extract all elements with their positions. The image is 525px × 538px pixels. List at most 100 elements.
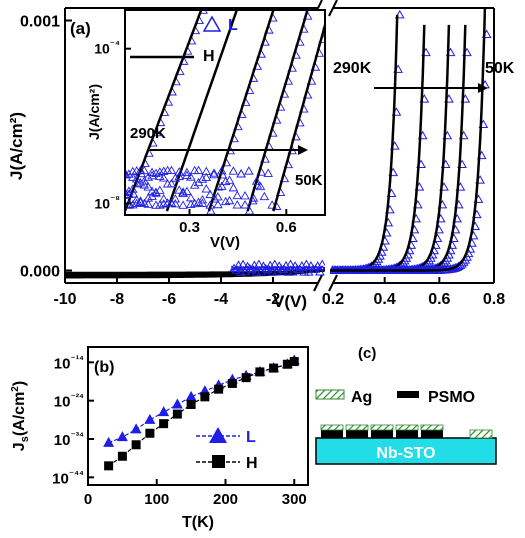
- inset-L-floor-point: [236, 169, 246, 178]
- inset-L-floor-point: [232, 190, 243, 200]
- inset-y-tick-label: 10⁻⁴: [94, 40, 120, 57]
- b-point-L: [158, 406, 170, 417]
- inset-L-floor-point: [155, 167, 165, 176]
- panel-a-x-ticks: -10 -8 -6 -4 -2 0.2 0.4 0.6 0.8: [53, 277, 505, 308]
- legend-ag-label: Ag: [351, 389, 372, 406]
- inset-L-floor-point: [166, 178, 177, 188]
- b-y-tick-label: 10⁻³⁴: [54, 431, 84, 449]
- inset-L-floor-point: [240, 200, 250, 209]
- panel-b-series: [103, 354, 300, 471]
- y-tick-label: 0.000: [20, 264, 60, 281]
- panel-a-inset: 0.3 0.6 10⁻⁴ 10⁻⁸ V(V) J(A/cm²) L H 290K 50…: [86, 0, 326, 251]
- inset-L-floor-point: [220, 196, 231, 206]
- inset-y-label: J(A/cm²): [86, 84, 102, 140]
- legend-psmo-swatch: [397, 391, 419, 398]
- panel-a-reverse-L-point: [254, 259, 264, 269]
- inset-L-floor-point: [125, 170, 130, 179]
- inset-legend: L H: [130, 15, 238, 65]
- b-series-line-H: [108, 361, 295, 467]
- inset-L-floor-point: [131, 198, 142, 207]
- b-point-H: [269, 363, 279, 373]
- inset-L-floor-point: [189, 165, 200, 175]
- panel-a-reverse-L-point: [315, 267, 325, 276]
- inset-L-floor-point: [186, 172, 196, 181]
- inset-L-floor-point: [209, 169, 219, 179]
- b-y-tick-label: 10⁻²⁴: [54, 393, 84, 411]
- inset-L-floor-point: [147, 167, 157, 176]
- panel-a-forward-H: [330, 8, 487, 272]
- b-x-tick-label: 100: [144, 491, 169, 508]
- inset-L-floor-point: [158, 173, 169, 182]
- inset-L-floor-point: [139, 180, 150, 189]
- legend-H-marker: [212, 455, 225, 468]
- x-tick-label: 0.8: [483, 291, 505, 308]
- inset-L-floor-point: [135, 196, 146, 205]
- panel-c: (c) Ag PSMO Nb-STO: [315, 345, 497, 465]
- panel-a-temp-arrowhead: [478, 83, 488, 93]
- b-point-H: [282, 359, 292, 369]
- inset-L-floor-point: [131, 194, 142, 204]
- b-point-H: [117, 451, 127, 461]
- legend-L-marker: [209, 427, 227, 443]
- panel-a-reverse-L-point: [287, 267, 298, 276]
- panel-a-reverse-L-point: [285, 259, 296, 269]
- panel-a-y-ticks: 0.000 0.001: [20, 14, 72, 281]
- psmo-electrode: [321, 430, 343, 438]
- inset-L-floor-point: [151, 188, 161, 197]
- inset-L-floor-point: [197, 174, 208, 183]
- inset-L-floor-point: [193, 197, 204, 206]
- panel-b-x-label: T(K): [182, 514, 214, 531]
- inset-L-floor-point: [170, 173, 181, 182]
- panel-a-temp-high: 290K: [333, 60, 372, 77]
- panel-a-curves-right: [330, 8, 492, 274]
- inset-H-curve: [165, 10, 239, 212]
- b-point-L: [171, 398, 183, 409]
- x-tick-label: 0.4: [374, 291, 396, 308]
- panel-b-label: (b): [94, 359, 114, 376]
- substrate-label: Nb-STO: [376, 445, 435, 462]
- panel-a: -10 -8 -6 -4 -2 0.2 0.4 0.6 0.8 0.000 0.001 (a) V…: [7, 0, 515, 311]
- inset-L-floor-point: [178, 200, 188, 209]
- inset-L-floor-point: [216, 165, 227, 175]
- inset-L-floor-point: [135, 178, 146, 187]
- inset-L-point: [308, 0, 316, 6]
- inset-L-floor-point: [158, 193, 169, 203]
- inset-L-floor-point: [162, 165, 173, 175]
- panel-a-reverse-L-point: [269, 259, 280, 269]
- ag-electrode-top: [345, 424, 369, 431]
- axis-break-bottom: [313, 274, 338, 292]
- b-point-H: [200, 392, 210, 402]
- inset-L-floor-point: [125, 200, 134, 209]
- psmo-electrode: [371, 430, 393, 438]
- inset-L-floor-point: [244, 166, 254, 175]
- legend-H-label: H: [246, 455, 258, 472]
- x-tick-label: 0.2: [322, 291, 344, 308]
- panel-a-temp-low: 50K: [485, 60, 515, 77]
- panel-a-x-label: V(V): [273, 292, 307, 311]
- inset-L-floor-point: [255, 181, 266, 191]
- panel-a-forward-H: [330, 14, 399, 272]
- ag-electrode-top: [320, 424, 344, 431]
- inset-H-curve: [207, 10, 275, 212]
- b-point-L: [116, 431, 128, 442]
- inset-temp-arrowhead: [298, 145, 308, 155]
- panel-a-reverse-L-point: [301, 259, 312, 269]
- panel-a-curves-left: [65, 259, 325, 279]
- panel-a-reverse-L-point: [238, 259, 248, 269]
- x-tick-label: -6: [162, 291, 176, 308]
- b-point-L: [144, 413, 156, 424]
- inset-L-floor-point: [228, 166, 239, 175]
- inset-L-floor-point: [170, 194, 181, 203]
- x-tick-label: -10: [53, 291, 76, 308]
- panel-a-reverse-L-point: [303, 267, 314, 276]
- y-tick-label: 0.001: [20, 14, 60, 31]
- panel-a-y-label: J(A/cm²): [7, 112, 26, 180]
- b-point-H: [131, 440, 141, 450]
- inset-L-floor-point: [127, 172, 138, 181]
- b-point-H: [172, 409, 182, 419]
- inset-L-floor-point: [131, 174, 142, 183]
- inset-L-floor-point: [201, 172, 212, 181]
- inset-L-floor-point: [127, 184, 138, 193]
- inset-L-floor-point: [174, 171, 184, 181]
